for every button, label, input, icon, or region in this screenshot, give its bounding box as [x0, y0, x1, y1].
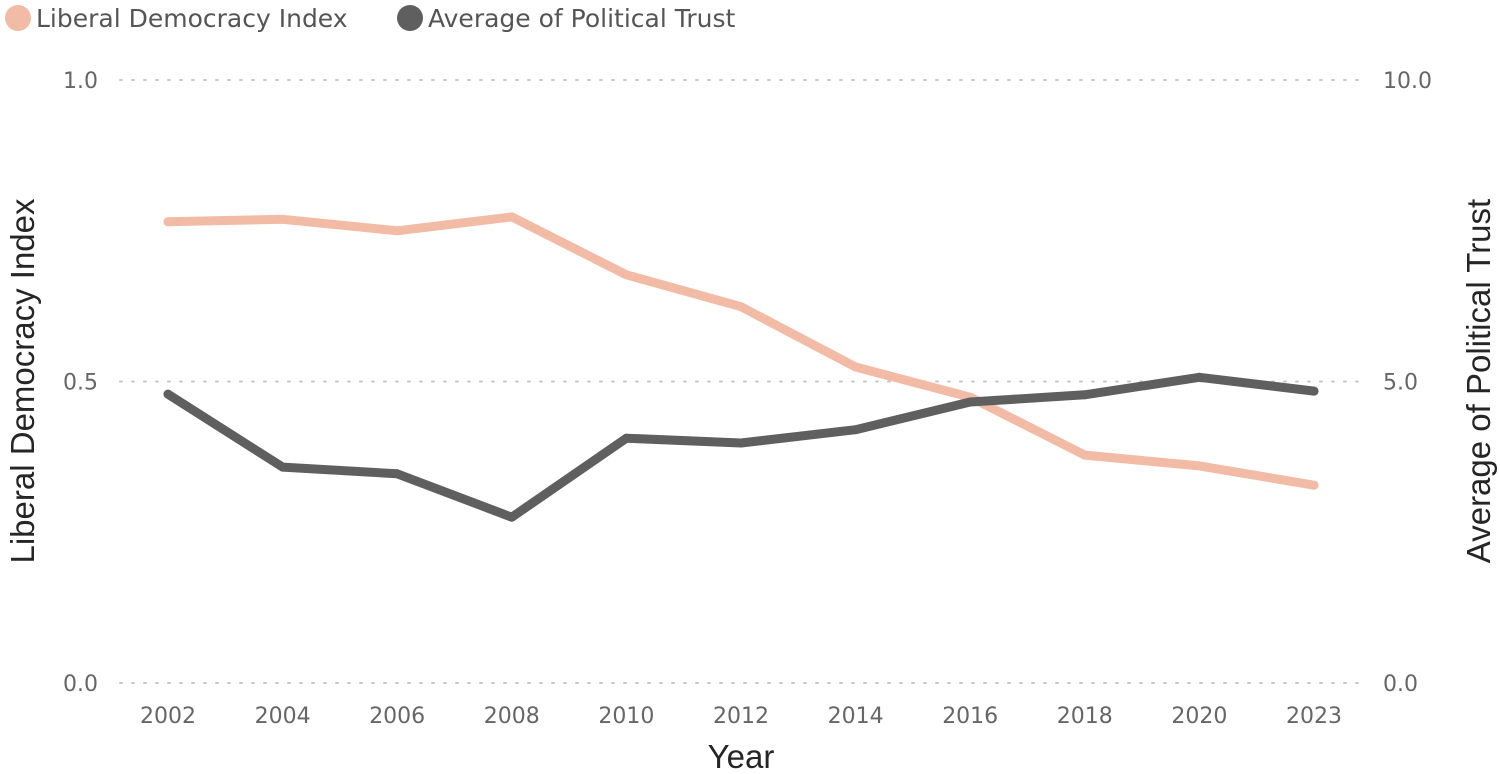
data-point-liberal-democracy-index: [507, 212, 517, 222]
data-point-liberal-democracy-index: [278, 214, 288, 224]
data-point-average-of-political-trust: [621, 433, 631, 443]
data-point-average-of-political-trust: [507, 512, 517, 522]
left-axis-ticks: 0.0 0.5 1.0: [63, 69, 98, 697]
x-tick-label: 2012: [713, 704, 769, 729]
right-axis-ticks: 0.0 5.0 10.0: [1383, 69, 1432, 697]
data-point-liberal-democracy-index: [621, 270, 631, 280]
data-point-average-of-political-trust: [965, 397, 975, 407]
x-tick-label: 2006: [369, 704, 425, 729]
x-tick-label: 2010: [598, 704, 654, 729]
data-point-liberal-democracy-index: [1309, 480, 1319, 490]
data-point-liberal-democracy-index: [736, 302, 746, 312]
x-tick-label: 2004: [255, 704, 311, 729]
data-point-average-of-political-trust: [163, 389, 173, 399]
x-tick-label: 2016: [942, 704, 998, 729]
data-point-average-of-political-trust: [1194, 372, 1204, 382]
data-point-liberal-democracy-index: [851, 362, 861, 372]
x-tick-label: 2020: [1171, 704, 1227, 729]
legend: Liberal Democracy Index Average of Polit…: [5, 4, 735, 33]
left-tick-label: 0.5: [63, 371, 98, 396]
left-axis-title: Liberal Democracy Index: [4, 198, 41, 563]
legend-swatch-liberal-democracy-index: [5, 5, 31, 31]
x-tick-label: 2002: [140, 704, 196, 729]
right-tick-label: 0.0: [1383, 672, 1418, 697]
x-tick-label: 2018: [1057, 704, 1113, 729]
data-point-average-of-political-trust: [1309, 386, 1319, 396]
data-point-liberal-democracy-index: [1194, 461, 1204, 471]
data-point-average-of-political-trust: [1080, 390, 1090, 400]
data-point-average-of-political-trust: [278, 462, 288, 472]
x-tick-label: 2014: [828, 704, 884, 729]
data-point-liberal-democracy-index: [1080, 450, 1090, 460]
left-tick-label: 1.0: [63, 69, 98, 94]
right-axis-title: Average of Political Trust: [1460, 199, 1497, 563]
right-tick-label: 10.0: [1383, 69, 1432, 94]
data-point-average-of-political-trust: [392, 469, 402, 479]
x-tick-label: 2023: [1286, 704, 1342, 729]
legend-label-average-of-political-trust: Average of Political Trust: [428, 4, 735, 33]
data-point-liberal-democracy-index: [392, 226, 402, 236]
data-point-average-of-political-trust: [851, 425, 861, 435]
data-point-liberal-democracy-index: [163, 217, 173, 227]
data-point-average-of-political-trust: [736, 438, 746, 448]
series-layer: [163, 212, 1319, 522]
x-tick-label: 2008: [484, 704, 540, 729]
x-axis-title: Year: [708, 738, 775, 774]
right-tick-label: 5.0: [1383, 371, 1418, 396]
x-axis-ticks: 2002 2004 2006 2008 2010 2012 2014 2016 2018 2020…: [140, 704, 1342, 729]
left-tick-label: 0.0: [63, 672, 98, 697]
legend-swatch-average-of-political-trust: [397, 5, 423, 31]
legend-label-liberal-democracy-index: Liberal Democracy Index: [36, 4, 348, 33]
